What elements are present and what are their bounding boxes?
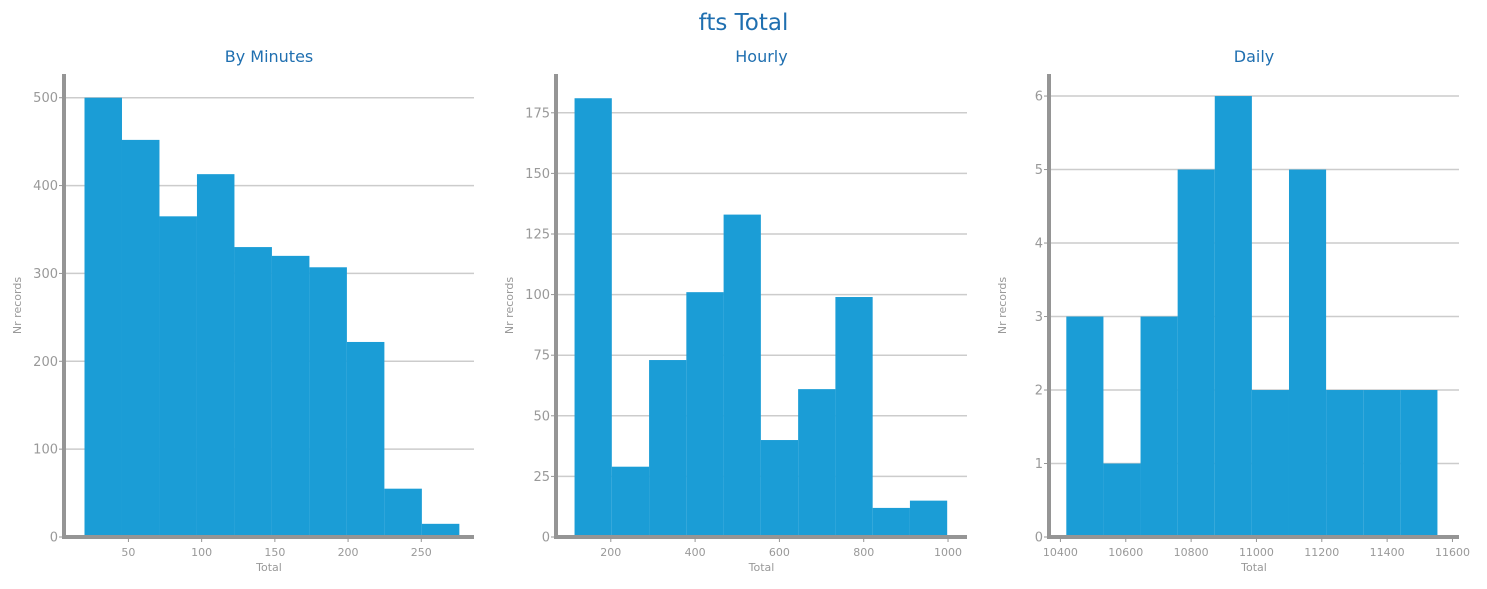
bar [1251,390,1289,537]
x-tick-label: 10800 [1174,546,1209,559]
y-tick-label: 25 [533,470,550,485]
y-axis-label: Nr records [503,277,516,334]
y-axis-label: Nr records [11,277,24,334]
bar [611,466,650,537]
chart-title: Daily [1234,47,1274,66]
y-tick-label: 1 [1035,457,1043,472]
x-tick-label: 400 [685,546,706,559]
bar [649,360,687,537]
bar [1103,463,1141,537]
x-tick-label: 600 [769,546,790,559]
bar [309,267,347,537]
bar [686,292,724,537]
chart-panel-3: Daily 0 1 2 3 4 5 6 10400 10600 10800 11000 11200 114… [996,47,1470,574]
y-tick-label: 175 [525,106,550,121]
chart-title: By Minutes [225,47,314,66]
y-tick-label: 125 [525,227,550,242]
y-tick-label: 75 [533,349,550,364]
y-tick-label: 4 [1035,237,1043,252]
bar [1363,390,1401,537]
bar [421,523,460,537]
y-tick-label: 6 [1035,90,1043,105]
bar [121,139,160,537]
y-tick-label: 100 [33,443,58,458]
x-tick-label: 200 [600,546,621,559]
x-axis-label: Total [255,561,282,574]
bar [1326,390,1364,537]
chart-panel-2: Hourly 0 25 50 75 100 125 150 175 200 400 600 800 100… [503,47,967,574]
chart-panel-1: By Minutes 0 100 200 300 400 500 50 100 150 200 250… [11,47,474,574]
bar [835,297,873,537]
bar [1288,169,1327,538]
bar [909,500,948,537]
bar [760,440,799,537]
y-tick-label: 2 [1035,384,1043,399]
bar [234,247,272,537]
x-tick-label: 11000 [1239,546,1274,559]
x-tick-label: 11600 [1435,546,1470,559]
y-tick-label: 300 [33,267,58,282]
y-tick-label: 3 [1035,310,1043,325]
bar [1214,96,1252,538]
x-tick-label: 10600 [1108,546,1143,559]
y-tick-label: 100 [525,288,550,303]
bar [723,214,761,537]
y-tick-label: 200 [33,355,58,370]
x-axis-label: Total [1240,561,1267,574]
y-tick-label: 0 [50,531,58,546]
y-tick-label: 0 [542,531,550,546]
x-tick-label: 11400 [1370,546,1405,559]
bar [574,98,612,537]
x-axis-label: Total [748,561,775,574]
y-tick-label: 400 [33,179,58,194]
chart-title: Hourly [735,47,787,66]
bar [346,341,385,537]
bar [1400,390,1438,537]
x-tick-label: 11200 [1304,546,1339,559]
y-axis-label: Nr records [996,277,1009,334]
bar [84,97,122,537]
y-tick-label: 50 [533,409,550,424]
bar [798,389,836,537]
x-tick-label: 50 [121,546,135,559]
bar [196,174,235,538]
x-tick-label: 800 [853,546,874,559]
x-tick-label: 200 [338,546,359,559]
bar [872,507,910,537]
x-tick-label: 10400 [1043,546,1078,559]
x-tick-label: 250 [411,546,432,559]
bar [1177,169,1215,538]
y-tick-label: 500 [33,91,58,106]
bar [1140,316,1178,537]
bar [384,488,422,537]
y-tick-label: 150 [525,167,550,182]
y-tick-label: 5 [1035,163,1043,178]
bar [271,255,310,537]
figure-title: fts Total [698,10,789,36]
x-tick-label: 1000 [934,546,962,559]
bar [1066,316,1104,537]
x-tick-label: 150 [264,546,285,559]
x-tick-label: 100 [191,546,212,559]
y-tick-label: 0 [1035,531,1043,546]
bar [159,216,197,538]
